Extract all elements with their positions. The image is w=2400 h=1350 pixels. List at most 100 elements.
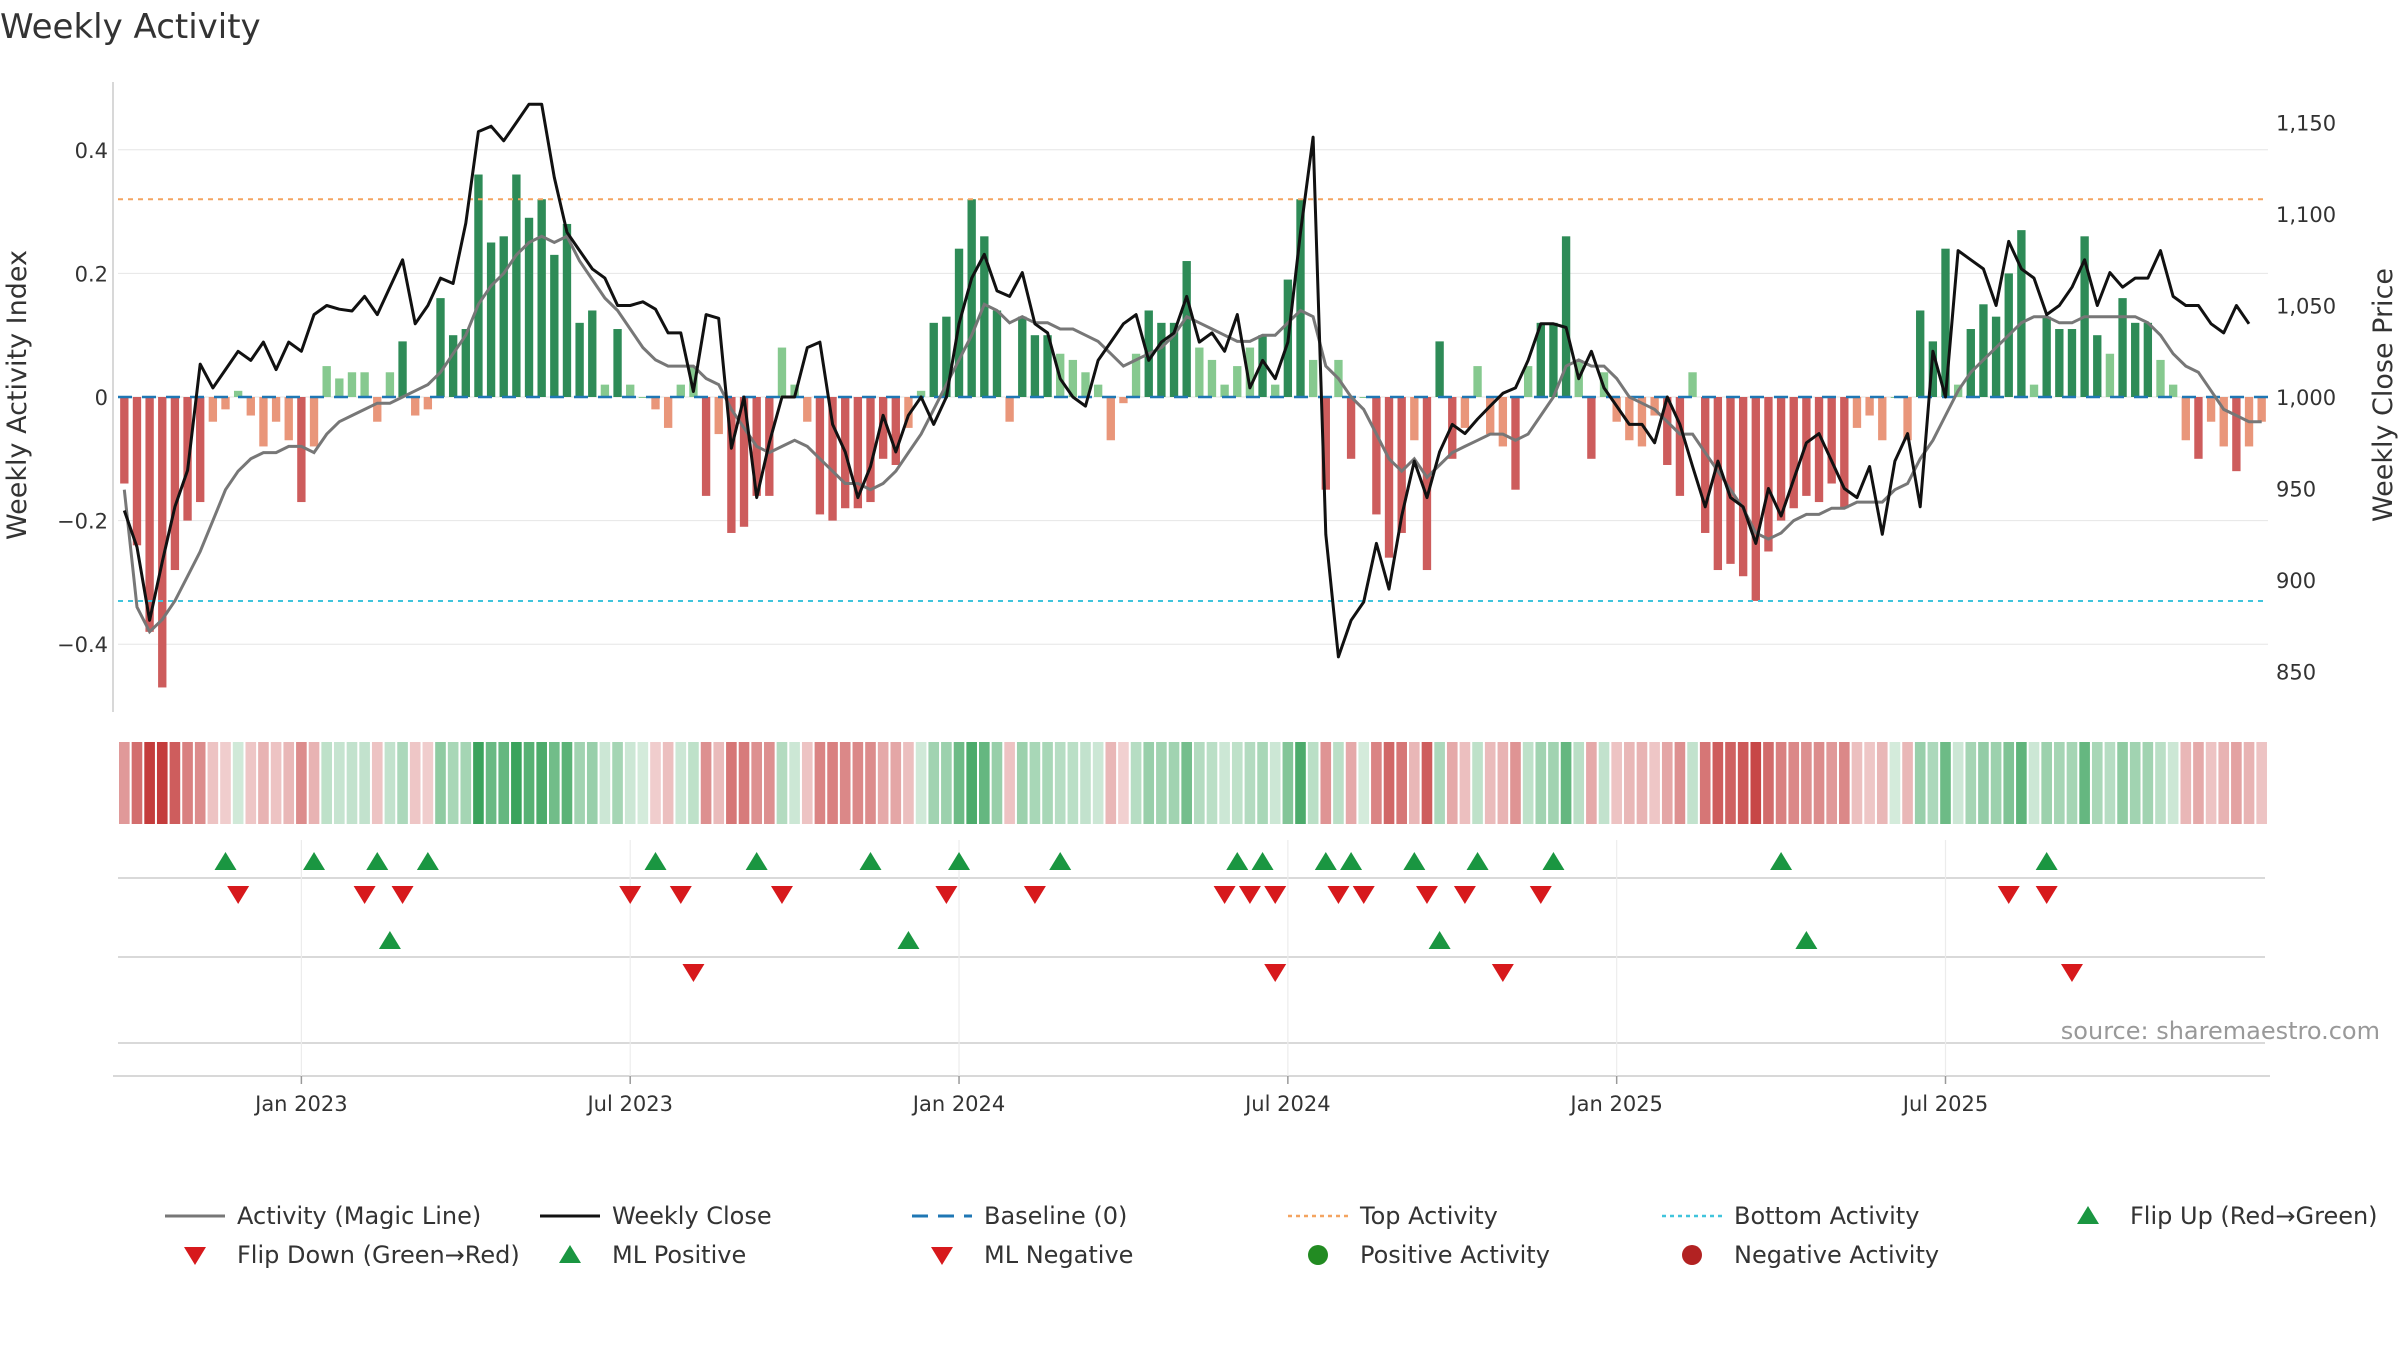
activity-bar	[2232, 397, 2241, 472]
source-note: source: sharemaestro.com	[2061, 1017, 2380, 1045]
heat-cell	[1699, 742, 1711, 824]
activity-bar	[1738, 397, 1748, 577]
y-tick-left: −0.4	[57, 633, 108, 657]
heat-cell	[359, 742, 370, 824]
heat-cell	[2129, 742, 2141, 824]
y-tick-right: 1,050	[2276, 295, 2336, 319]
y-tick-left: −0.2	[57, 510, 108, 534]
heat-cell	[1219, 742, 1230, 824]
heat-cell	[839, 742, 851, 824]
heat-cell	[511, 742, 522, 824]
heat-cell	[2205, 742, 2217, 824]
heat-cell	[1244, 742, 1256, 824]
activity-bar	[411, 397, 420, 416]
activity-bar	[1840, 397, 1849, 509]
heat-cell	[624, 742, 636, 824]
activity-bar	[866, 397, 875, 503]
heat-cell	[1092, 742, 1104, 824]
heat-cell	[1674, 742, 1686, 824]
heat-cell	[283, 742, 295, 824]
activity-bar	[2156, 359, 2165, 397]
heat-cell	[1687, 742, 1698, 824]
heat-cell	[232, 742, 244, 824]
heat-cell	[1421, 742, 1433, 824]
legend-item: ML Positive	[559, 1241, 746, 1269]
heat-cell	[2054, 742, 2065, 824]
heat-cell	[220, 742, 231, 824]
heat-cell	[498, 742, 510, 824]
heat-cell	[1080, 742, 1091, 824]
heat-cell	[1737, 742, 1749, 824]
heat-cell	[1282, 742, 1294, 824]
left-axis-label: Weekly Activity Index	[2, 250, 33, 540]
activity-bar	[1852, 397, 1862, 428]
heat-cell	[953, 742, 965, 824]
heat-cell	[1371, 742, 1382, 824]
heat-cell	[776, 742, 788, 824]
heat-cell	[397, 742, 408, 824]
heat-cell	[1864, 742, 1875, 824]
ml-negative-marker	[2060, 964, 2083, 982]
heat-cell	[1990, 742, 2002, 824]
heat-cell	[1586, 742, 1597, 824]
heat-cell	[1231, 742, 1243, 824]
heat-cell	[1383, 742, 1395, 824]
heat-cell	[245, 742, 257, 824]
heat-cell	[1598, 742, 1610, 824]
heat-cell	[1396, 742, 1407, 824]
ml-negative-marker	[682, 964, 705, 982]
heat-cell	[991, 742, 1003, 824]
activity-bar	[1991, 316, 2001, 397]
heat-cell	[2104, 742, 2116, 824]
activity-bar	[714, 397, 723, 435]
activity-bar	[1612, 397, 1621, 422]
heat-cell	[321, 742, 332, 824]
activity-bar	[196, 397, 205, 503]
heat-cell	[1004, 742, 1015, 824]
y-tick-right: 1,100	[2276, 203, 2336, 227]
activity-bar	[423, 397, 433, 410]
ml-positive-marker	[378, 931, 401, 949]
flip-down-marker	[1415, 886, 1438, 904]
flip-down-marker	[1023, 886, 1046, 904]
heat-cell	[1269, 742, 1281, 824]
flip-up-marker	[2035, 852, 2058, 870]
heat-cell	[1029, 742, 1041, 824]
flip-down-marker	[1264, 886, 1287, 904]
activity-bar	[1384, 397, 1394, 558]
heat-cell	[1156, 742, 1167, 824]
heat-cell	[599, 742, 611, 824]
x-tick-label: Jul 2025	[1901, 1092, 1988, 1116]
activity-bar	[1675, 397, 1685, 496]
heat-cell	[485, 742, 497, 824]
flip-down-marker	[1213, 886, 1236, 904]
activity-bar	[208, 397, 218, 422]
flip-down-marker	[353, 886, 376, 904]
y-tick-left: 0.2	[75, 262, 108, 286]
activity-bar	[1169, 322, 1179, 397]
activity-bar	[486, 242, 496, 397]
heat-cell	[523, 742, 535, 824]
heat-cell	[207, 742, 219, 824]
heat-cell	[2243, 742, 2255, 824]
heat-cell	[1522, 742, 1534, 824]
heat-cell	[2256, 742, 2267, 824]
activity-bar	[284, 397, 293, 441]
heat-cell	[2028, 742, 2040, 824]
heat-cell	[903, 742, 914, 824]
activity-bar	[309, 397, 319, 447]
flip-up-marker	[644, 852, 667, 870]
heat-cell	[700, 742, 712, 824]
activity-bar	[1359, 397, 1368, 398]
activity-bar	[1637, 397, 1647, 447]
activity-bar	[1106, 397, 1115, 441]
activity-bar	[1207, 359, 1217, 397]
activity-bar	[271, 397, 281, 422]
heat-cell	[169, 742, 181, 824]
heat-cell	[1611, 742, 1622, 824]
activity-bar	[929, 322, 938, 397]
activity-bar	[2105, 353, 2115, 397]
activity-bar	[891, 397, 900, 465]
heat-cell	[561, 742, 573, 824]
activity-bar	[878, 397, 888, 459]
